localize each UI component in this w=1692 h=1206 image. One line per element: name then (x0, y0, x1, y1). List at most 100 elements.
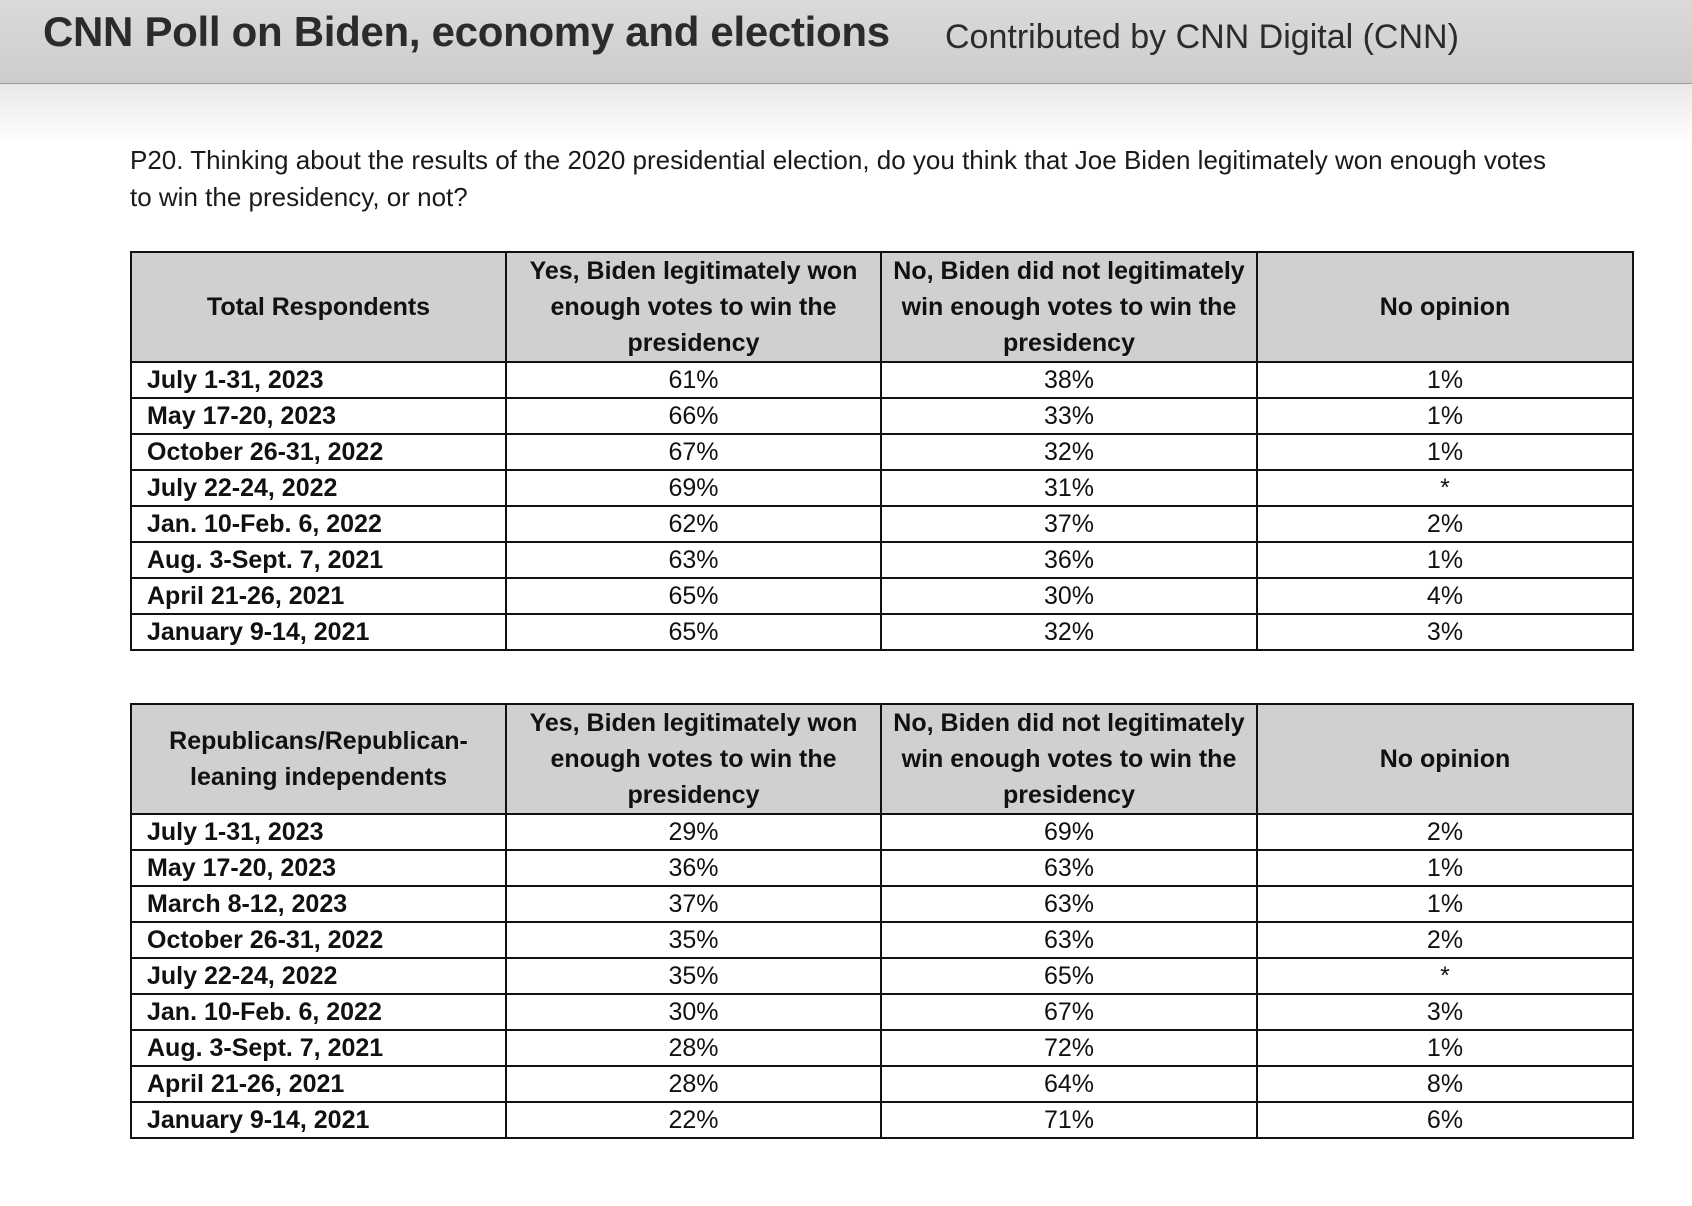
column-header-no: No, Biden did not legitimately win enoug… (880, 703, 1258, 815)
no-value-cell: 63% (880, 885, 1258, 923)
no-opinion-value-cell: 1% (1256, 1029, 1634, 1067)
table-row: July 22-24, 2022 35% 65% * (130, 957, 1634, 995)
row-date-cell: July 1-31, 2023 (130, 813, 507, 851)
no-opinion-value-cell: 1% (1256, 849, 1634, 887)
row-date-cell: May 17-20, 2023 (130, 849, 507, 887)
title-bar-shadow (0, 84, 1692, 144)
yes-value-cell: 29% (505, 813, 882, 851)
no-opinion-value-cell: 8% (1256, 1065, 1634, 1103)
row-date-cell: May 17-20, 2023 (130, 397, 507, 435)
column-header-no: No, Biden did not legitimately win enoug… (880, 251, 1258, 363)
no-opinion-value-cell: 2% (1256, 505, 1634, 543)
poll-table-total: Total Respondents Yes, Biden legitimatel… (130, 251, 1634, 651)
no-opinion-value-cell: 4% (1256, 577, 1634, 615)
no-value-cell: 63% (880, 849, 1258, 887)
no-opinion-value-cell: 3% (1256, 613, 1634, 651)
column-header-group: Total Respondents (130, 251, 507, 363)
no-value-cell: 69% (880, 813, 1258, 851)
row-date-cell: Aug. 3-Sept. 7, 2021 (130, 541, 507, 579)
table-row: May 17-20, 2023 36% 63% 1% (130, 849, 1634, 887)
yes-value-cell: 28% (505, 1065, 882, 1103)
column-header-yes: Yes, Biden legitimately won enough votes… (505, 703, 882, 815)
no-value-cell: 30% (880, 577, 1258, 615)
yes-value-cell: 65% (505, 613, 882, 651)
table-row: Jan. 10-Feb. 6, 2022 62% 37% 2% (130, 505, 1634, 543)
yes-value-cell: 35% (505, 921, 882, 959)
row-date-cell: July 22-24, 2022 (130, 469, 507, 507)
no-opinion-value-cell: 6% (1256, 1101, 1634, 1139)
table-row: October 26-31, 2022 35% 63% 2% (130, 921, 1634, 959)
yes-value-cell: 63% (505, 541, 882, 579)
yes-value-cell: 36% (505, 849, 882, 887)
no-opinion-value-cell: * (1256, 957, 1634, 995)
no-value-cell: 64% (880, 1065, 1258, 1103)
table-row: July 1-31, 2023 61% 38% 1% (130, 361, 1634, 399)
no-opinion-value-cell: 3% (1256, 993, 1634, 1031)
yes-value-cell: 66% (505, 397, 882, 435)
row-date-cell: Jan. 10-Feb. 6, 2022 (130, 505, 507, 543)
poll-question: P20. Thinking about the results of the 2… (130, 145, 1546, 212)
no-value-cell: 32% (880, 613, 1258, 651)
no-opinion-value-cell: * (1256, 469, 1634, 507)
yes-value-cell: 69% (505, 469, 882, 507)
column-header-yes: Yes, Biden legitimately won enough votes… (505, 251, 882, 363)
table-row: April 21-26, 2021 28% 64% 8% (130, 1065, 1634, 1103)
yes-value-cell: 37% (505, 885, 882, 923)
row-date-cell: July 22-24, 2022 (130, 957, 507, 995)
yes-value-cell: 30% (505, 993, 882, 1031)
no-opinion-value-cell: 1% (1256, 541, 1634, 579)
no-opinion-value-cell: 1% (1256, 397, 1634, 435)
table-row: Jan. 10-Feb. 6, 2022 30% 67% 3% (130, 993, 1634, 1031)
yes-value-cell: 61% (505, 361, 882, 399)
no-value-cell: 33% (880, 397, 1258, 435)
no-opinion-value-cell: 1% (1256, 361, 1634, 399)
table-row: March 8-12, 2023 37% 63% 1% (130, 885, 1634, 923)
no-opinion-value-cell: 1% (1256, 433, 1634, 471)
table-row: July 22-24, 2022 69% 31% * (130, 469, 1634, 507)
row-date-cell: January 9-14, 2021 (130, 1101, 507, 1139)
row-date-cell: January 9-14, 2021 (130, 613, 507, 651)
no-value-cell: 65% (880, 957, 1258, 995)
yes-value-cell: 65% (505, 577, 882, 615)
no-value-cell: 71% (880, 1101, 1258, 1139)
yes-value-cell: 62% (505, 505, 882, 543)
column-header-no-opinion: No opinion (1256, 703, 1634, 815)
row-date-cell: April 21-26, 2021 (130, 577, 507, 615)
row-date-cell: Jan. 10-Feb. 6, 2022 (130, 993, 507, 1031)
table-row: May 17-20, 2023 66% 33% 1% (130, 397, 1634, 435)
poll-table-republicans: Republicans/Republican-leaning independe… (130, 703, 1634, 1139)
no-opinion-value-cell: 2% (1256, 813, 1634, 851)
row-date-cell: October 26-31, 2022 (130, 433, 507, 471)
table-header-row: Republicans/Republican-leaning independe… (130, 703, 1634, 815)
yes-value-cell: 35% (505, 957, 882, 995)
table-row: July 1-31, 2023 29% 69% 2% (130, 813, 1634, 851)
yes-value-cell: 67% (505, 433, 882, 471)
row-date-cell: April 21-26, 2021 (130, 1065, 507, 1103)
no-value-cell: 32% (880, 433, 1258, 471)
table-row: Aug. 3-Sept. 7, 2021 28% 72% 1% (130, 1029, 1634, 1067)
table-row: January 9-14, 2021 22% 71% 6% (130, 1101, 1634, 1139)
row-date-cell: October 26-31, 2022 (130, 921, 507, 959)
no-opinion-value-cell: 1% (1256, 885, 1634, 923)
table-header-row: Total Respondents Yes, Biden legitimatel… (130, 251, 1634, 363)
table-row: October 26-31, 2022 67% 32% 1% (130, 433, 1634, 471)
no-value-cell: 72% (880, 1029, 1258, 1067)
no-value-cell: 38% (880, 361, 1258, 399)
row-date-cell: March 8-12, 2023 (130, 885, 507, 923)
table-row: April 21-26, 2021 65% 30% 4% (130, 577, 1634, 615)
table-row: Aug. 3-Sept. 7, 2021 63% 36% 1% (130, 541, 1634, 579)
page-title: CNN Poll on Biden, economy and elections (43, 8, 890, 55)
yes-value-cell: 28% (505, 1029, 882, 1067)
no-value-cell: 31% (880, 469, 1258, 507)
row-date-cell: July 1-31, 2023 (130, 361, 507, 399)
yes-value-cell: 22% (505, 1101, 882, 1139)
no-value-cell: 36% (880, 541, 1258, 579)
contributor-label: Contributed by CNN Digital (CNN) (945, 18, 1459, 56)
no-value-cell: 37% (880, 505, 1258, 543)
row-date-cell: Aug. 3-Sept. 7, 2021 (130, 1029, 507, 1067)
column-header-group: Republicans/Republican-leaning independe… (130, 703, 507, 815)
title-bar: CNN Poll on Biden, economy and elections… (0, 0, 1692, 84)
no-opinion-value-cell: 2% (1256, 921, 1634, 959)
no-value-cell: 67% (880, 993, 1258, 1031)
column-header-no-opinion: No opinion (1256, 251, 1634, 363)
